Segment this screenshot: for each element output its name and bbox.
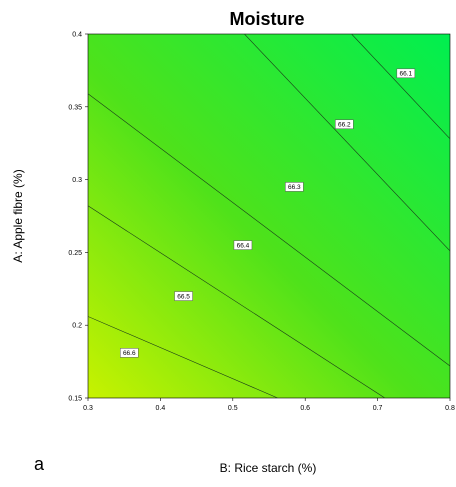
contour-label-66.6: 66.6	[120, 348, 139, 358]
y-tick-label: 0.15	[68, 396, 82, 403]
contour-label-66.2: 66.2	[335, 119, 354, 130]
contour-line-66.4	[88, 205, 386, 398]
contour-label-66.3: 66.3	[285, 182, 304, 192]
contour-line-66.3	[88, 93, 450, 367]
x-axis-label: B: Rice starch (%)	[220, 461, 317, 475]
y-tick-label: 0.2	[72, 323, 82, 330]
y-tick-label: 0.25	[68, 250, 82, 257]
contour-line-66.6	[167, 397, 169, 398]
y-tick-label: 0.4	[72, 32, 82, 39]
contour-labels: 66.1 66.2 66.3 66.4 66.5 66.6	[120, 68, 416, 358]
contour-label-text: 66.4	[237, 242, 250, 249]
x-tick-label: 0.3	[83, 405, 93, 412]
plot-area	[87, 33, 451, 399]
panel-label: a	[34, 454, 45, 474]
x-tick-label: 0.6	[300, 405, 310, 412]
y-axis-ticks: 0.15 0.2 0.25 0.3 0.35 0.4	[68, 32, 88, 403]
y-axis-label: A: Apple fibre (%)	[11, 169, 25, 262]
contour-label-text: 66.3	[288, 184, 301, 191]
x-axis-ticks: 0.3 0.4 0.5 0.6 0.7 0.8	[83, 398, 455, 412]
chart-title: Moisture	[229, 9, 304, 29]
contour-label-text: 66.2	[338, 122, 351, 129]
contour-label-text: 66.5	[177, 293, 190, 300]
y-tick-label: 0.3	[72, 177, 82, 184]
contour-line-66.2	[244, 34, 450, 252]
x-tick-label: 0.4	[156, 405, 166, 412]
y-tick-label: 0.35	[68, 104, 82, 111]
contour-label-66.4: 66.4	[233, 240, 253, 250]
contour-label-text: 66.1	[400, 71, 413, 78]
contour-lines	[88, 34, 450, 398]
contour-label-text: 66.6	[123, 350, 136, 357]
x-tick-label: 0.7	[373, 405, 383, 412]
contour-label-66.1: 66.1	[396, 68, 416, 79]
contour-label-66.5: 66.5	[174, 291, 193, 301]
contour-line-66.1	[351, 34, 450, 140]
x-tick-label: 0.8	[445, 405, 455, 412]
contour-line-66.5	[88, 316, 278, 398]
x-tick-label: 0.5	[228, 405, 238, 412]
